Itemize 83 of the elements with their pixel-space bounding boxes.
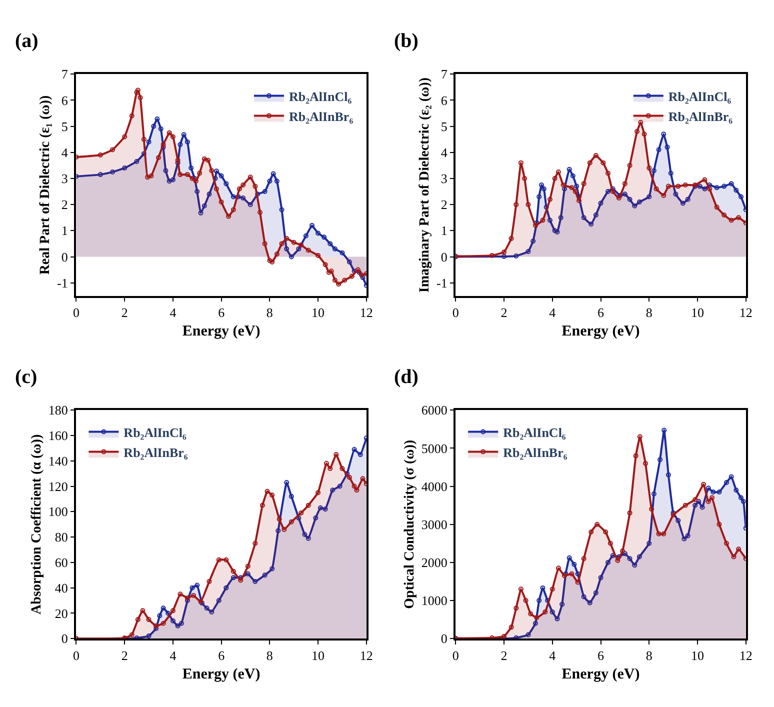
- y-tick-label: 3000: [421, 516, 448, 532]
- legend-label: Rb₂AlInCl₆: [124, 424, 186, 440]
- y-tick-label: 3: [61, 171, 68, 186]
- y-tick-label: 7: [61, 66, 68, 82]
- x-tick-label: 0: [72, 305, 80, 320]
- y-tick-label: 1: [61, 223, 68, 238]
- x-tick-label: 10: [690, 648, 704, 663]
- y-tick-label: 6: [61, 92, 68, 108]
- x-tick-label: 0: [72, 648, 80, 663]
- x-tick-label: 4: [549, 305, 556, 320]
- legend-label: Rb₂AlInBr₆: [668, 108, 733, 124]
- x-tick-label: 4: [170, 305, 177, 320]
- y-tick-label: 60: [54, 554, 68, 570]
- y-tick-label: 0: [440, 249, 448, 264]
- y-tick-label: -1: [57, 275, 68, 290]
- x-tick-label: 6: [598, 305, 605, 320]
- y-tick-label: 2000: [421, 554, 448, 570]
- y-tick-label: 1000: [421, 593, 448, 608]
- y-tick-label: 4000: [421, 478, 448, 494]
- x-tick-label: 12: [360, 648, 373, 663]
- y-tick-label: 4: [61, 144, 68, 160]
- x-tick-label: 2: [121, 648, 128, 663]
- x-tick-label: 6: [598, 648, 605, 663]
- y-tick-label: 5: [61, 118, 68, 134]
- y-tick-label: 140: [48, 453, 68, 468]
- x-tick-label: 8: [266, 305, 273, 320]
- x-tick-label: 8: [646, 305, 652, 320]
- y-tick-label: 2: [440, 197, 448, 212]
- y-tick-label: 20: [54, 606, 68, 621]
- x-tick-label: 10: [312, 648, 325, 663]
- x-tick-label: 8: [266, 648, 273, 663]
- x-tick-label: 6: [218, 648, 226, 663]
- x-tick-label: 6: [218, 305, 226, 320]
- legend-label: Rb₂AlInCl₆: [668, 88, 732, 104]
- y-axis-title: Real Part of Dielectric (ε₁ (ω)): [38, 94, 54, 275]
- x-tick-label: 12: [739, 305, 752, 320]
- chart-title: (d): [394, 366, 418, 388]
- x-tick-label: 2: [500, 305, 508, 320]
- y-tick-label: 0: [440, 631, 448, 646]
- y-tick-label: 6000: [421, 402, 448, 418]
- x-tick-label: 0: [452, 648, 459, 663]
- x-tick-label: 4: [549, 648, 556, 663]
- chart-title: (c): [15, 366, 38, 388]
- x-tick-label: 12: [739, 648, 752, 663]
- x-axis-title: Energy (eV): [562, 324, 640, 340]
- x-tick-label: 12: [360, 305, 373, 320]
- x-axis-title: Energy (eV): [562, 666, 640, 682]
- y-tick-label: 4: [440, 144, 448, 160]
- chart-title: (b): [394, 30, 418, 52]
- y-tick-label: 1: [440, 223, 448, 238]
- y-tick-label: 7: [440, 66, 448, 82]
- y-tick-label: -1: [436, 275, 448, 290]
- legend-label: Rb₂AlInCl₆: [288, 88, 352, 104]
- x-tick-label: 0: [452, 305, 459, 320]
- legend-label: Rb₂AlInBr₆: [288, 108, 354, 124]
- legend-label: Rb₂AlInCl₆: [503, 424, 566, 440]
- x-tick-label: 4: [170, 648, 177, 663]
- legend-label: Rb₂AlInBr₆: [503, 444, 568, 460]
- y-tick-label: 40: [54, 580, 68, 596]
- y-tick-label: 0: [61, 631, 68, 646]
- x-tick-label: 2: [121, 305, 128, 320]
- y-tick-label: 6: [440, 92, 448, 108]
- y-tick-label: 100: [48, 504, 68, 520]
- x-tick-label: 2: [500, 648, 508, 663]
- y-tick-label: 3: [440, 171, 448, 186]
- y-axis-title: Optical Conductivity (σ (ω)): [402, 439, 418, 609]
- x-tick-label: 10: [690, 305, 704, 320]
- y-tick-label: 160: [48, 428, 68, 444]
- legend-label: Rb₂AlInBr₆: [124, 444, 188, 460]
- x-tick-label: 8: [646, 648, 652, 663]
- y-axis-title: Imaginary Part of Dielectric (ε₂ (ω)): [418, 77, 433, 293]
- chart-title: (a): [15, 30, 38, 52]
- x-axis-title: Energy (eV): [182, 666, 260, 682]
- y-axis-title: Absorption Coefficient (α (ω)): [29, 434, 44, 614]
- y-tick-label: 2: [61, 197, 68, 212]
- x-tick-label: 10: [312, 305, 325, 320]
- y-tick-label: 0: [61, 249, 68, 264]
- y-tick-label: 5: [440, 118, 448, 134]
- y-tick-label: 80: [54, 530, 68, 545]
- y-tick-label: 120: [48, 478, 68, 494]
- y-tick-label: 180: [48, 402, 68, 418]
- x-axis-title: Energy (eV): [182, 324, 260, 340]
- y-tick-label: 5000: [421, 440, 448, 456]
